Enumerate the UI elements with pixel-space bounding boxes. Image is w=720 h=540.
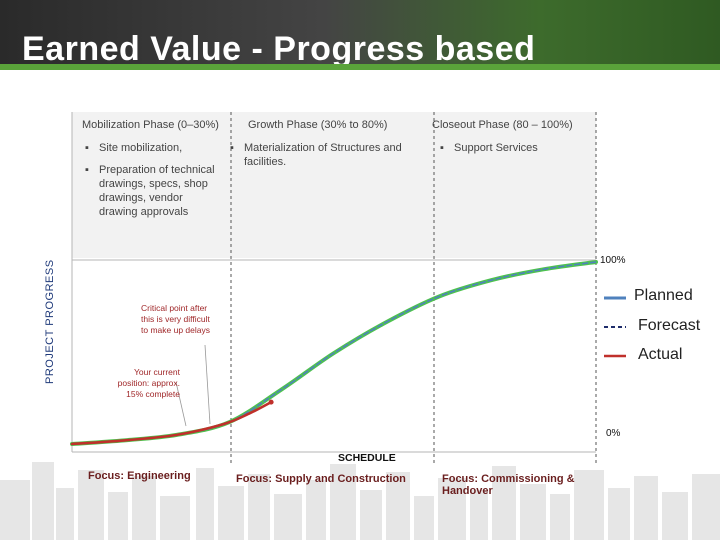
series-line-forecast <box>71 261 597 445</box>
bullet-materialization: ▪ Materialization of Structures and faci… <box>230 141 424 169</box>
y-axis-label-text: PROJECT PROGRESS <box>44 259 56 384</box>
banner-accent-rule <box>0 64 720 70</box>
bullet-glyph: ▪ <box>85 142 89 154</box>
legend-forecast-label: Forecast <box>638 317 701 334</box>
critical-point-leader <box>204 344 211 425</box>
bullet-glyph: ▪ <box>85 164 89 176</box>
title-banner <box>0 0 720 66</box>
focus-commissioning-handover: Focus: Commissioning & Handover <box>442 473 575 497</box>
critical-point-annotation: Critical point after this is very diffic… <box>141 303 210 335</box>
page-title: Earned Value - Progress based <box>22 30 536 68</box>
bullet-support-services: ▪ Support Services <box>440 141 584 155</box>
city-skyline-illustration <box>0 462 720 540</box>
series-layer <box>70 260 598 446</box>
bullet-text: Preparation of technical drawings, specs… <box>99 164 215 218</box>
bullet-technical-drawings: ▪ Preparation of technical drawings, spe… <box>85 163 217 219</box>
current-position-leader <box>175 381 187 427</box>
bullet-site-mobilization: ▪ Site mobilization, <box>85 141 229 155</box>
series-line-actual <box>70 400 273 446</box>
focus-supply-construction: Focus: Supply and Construction <box>236 473 406 485</box>
legend-actual-label: Actual <box>638 346 683 363</box>
bullet-glyph: ▪ <box>230 142 234 154</box>
phase-mobilization-heading: Mobilization Phase (0–30%) <box>82 119 219 131</box>
bullet-text: Materialization of Structures and facili… <box>244 142 402 168</box>
phase-panel <box>72 112 596 258</box>
bullet-glyph: ▪ <box>440 142 444 154</box>
tick-label-100pct: 100% <box>600 255 626 266</box>
phase-closeout-heading: Closeout Phase (80 – 100%) <box>432 119 573 131</box>
tick-label-0pct: 0% <box>606 428 621 439</box>
x-axis-label: SCHEDULE <box>338 452 396 464</box>
focus-engineering: Focus: Engineering <box>88 470 191 482</box>
legend-planned-label: Planned <box>634 287 693 304</box>
actual-current-point <box>268 399 274 405</box>
current-position-annotation: Your current position: approx. 15% compl… <box>117 367 180 399</box>
bullet-text: Site mobilization, <box>99 142 183 154</box>
bullet-text: Support Services <box>454 142 538 154</box>
phase-growth-heading: Growth Phase (30% to 80%) <box>248 119 388 131</box>
